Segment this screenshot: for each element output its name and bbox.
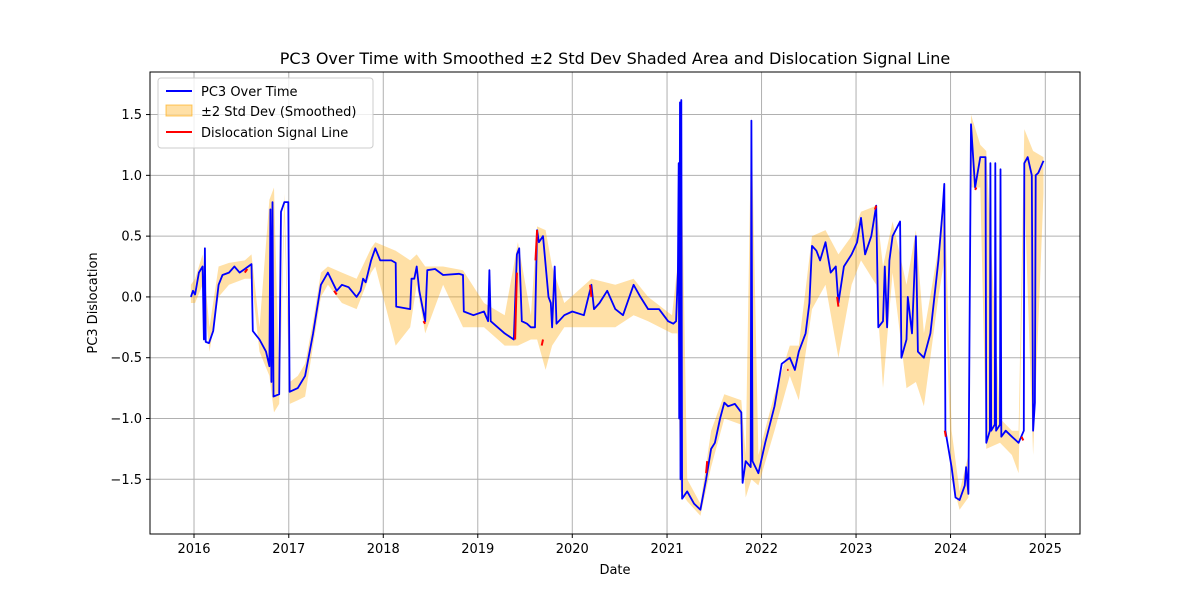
signal-segment (422, 320, 427, 325)
pc3-series-line (190, 99, 1045, 511)
legend-box (157, 77, 374, 149)
x-tick-label: 2017 (272, 542, 305, 557)
x-axis-ticks: 2016 2017 2018 2019 2020 2021 2022 2023 2024 2025 (177, 534, 1062, 557)
signal-segment (1020, 436, 1025, 441)
signal-segment (243, 268, 249, 274)
y-tick-label: −0.5 (110, 351, 142, 366)
y-tick-label: −1.5 (110, 473, 142, 488)
signal-segment (333, 290, 338, 296)
std-dev-band-layer (190, 96, 1044, 516)
legend-label-pc3: PC3 Over Time (201, 85, 298, 100)
y-tick-label: 0.5 (121, 230, 142, 245)
y-tick-label: 1.5 (121, 108, 142, 123)
signal-segment (514, 272, 518, 340)
x-tick-label: 2023 (839, 542, 872, 557)
signal-segment (974, 187, 978, 191)
chart-title: PC3 Over Time with Smoothed ±2 Std Dev S… (280, 49, 951, 68)
x-tick-label: 2016 (177, 542, 210, 557)
legend-label-std-band: ±2 Std Dev (Smoothed) (201, 105, 356, 120)
y-tick-label: −1.0 (110, 412, 142, 427)
y-axis-title: PC3 Dislocation (86, 252, 101, 353)
x-tick-label: 2019 (461, 542, 494, 557)
x-tick-label: 2022 (745, 542, 778, 557)
x-tick-label: 2025 (1029, 542, 1062, 557)
std-dev-band (190, 96, 1044, 516)
plot-frame (149, 71, 1081, 535)
signal-segment (589, 284, 593, 298)
legend-label-signal: Dislocation Signal Line (201, 126, 348, 141)
signal-segment (873, 205, 878, 210)
y-tick-label: 1.0 (121, 169, 142, 184)
y-axis-ticks: −1.5 −1.0 −0.5 0.0 0.5 1.0 1.5 (110, 108, 150, 488)
x-axis-title: Date (599, 563, 630, 578)
signal-segment (836, 296, 840, 307)
pc3-line-layer (190, 99, 1045, 511)
signal-segment (534, 230, 539, 261)
legend-swatch-std-band (165, 104, 193, 117)
x-tick-label: 2024 (934, 542, 967, 557)
y-tick-label: 0.0 (121, 290, 142, 305)
signal-segment (705, 461, 709, 474)
signal-segment (943, 430, 947, 437)
legend: PC3 Over Time ±2 Std Dev (Smoothed) Disl… (157, 77, 374, 149)
x-tick-label: 2021 (650, 542, 683, 557)
signal-line-layer (243, 187, 1025, 474)
signal-segment (540, 339, 544, 346)
grid-lines (150, 72, 1080, 534)
x-tick-label: 2020 (556, 542, 589, 557)
x-tick-label: 2018 (367, 542, 400, 557)
